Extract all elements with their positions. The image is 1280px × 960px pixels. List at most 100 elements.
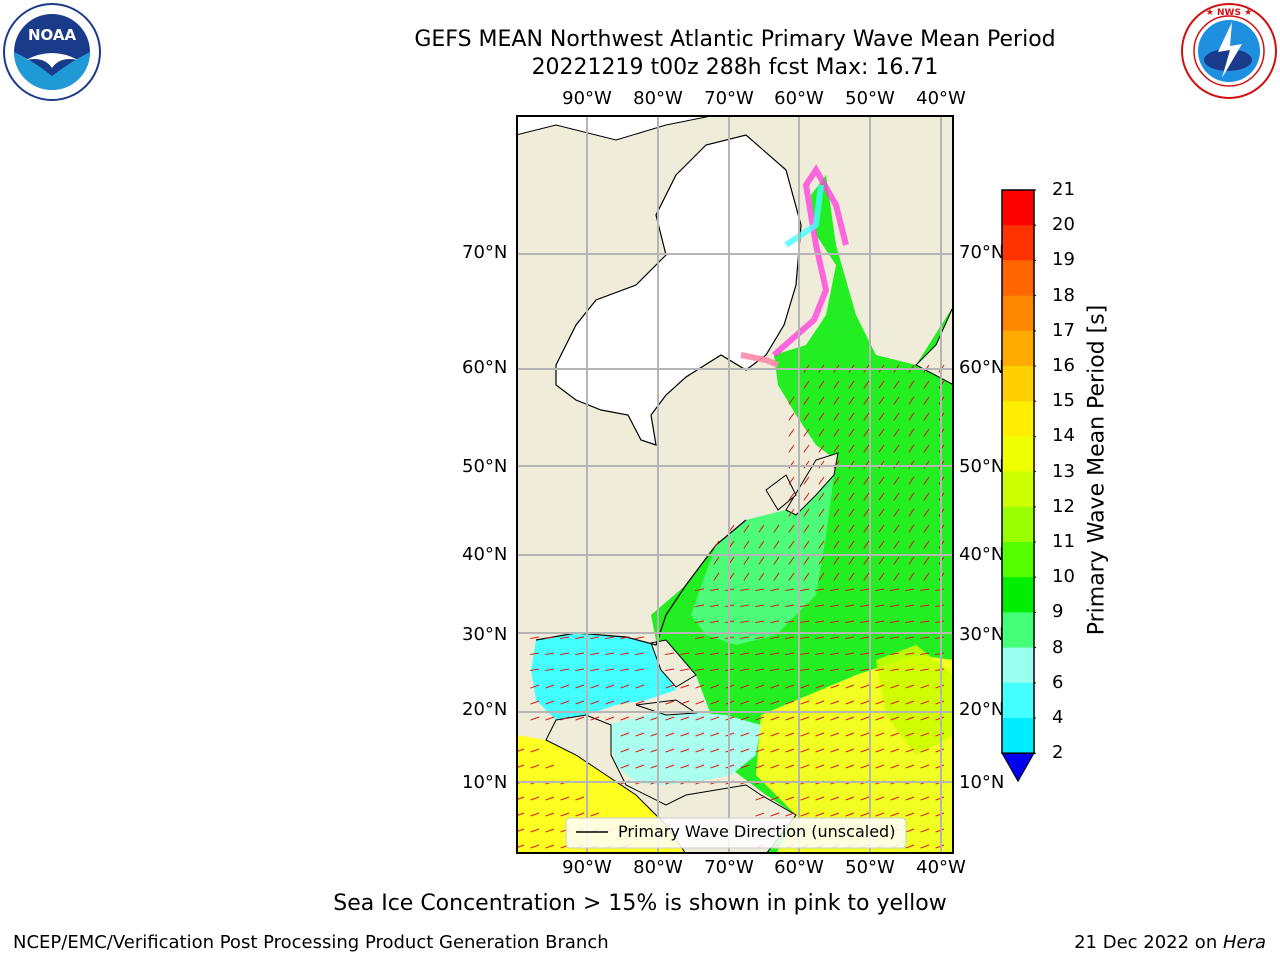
wave-arrow [635,668,645,672]
wave-arrow [545,636,555,640]
wave-arrow [575,636,585,640]
colorbar-tick-label: 16 [1052,355,1075,376]
lat-label-left-30n: 30°N [462,624,508,645]
wave-arrow [830,716,840,721]
wave-arrow [665,652,675,656]
wave-arrow [803,412,810,421]
wave-arrow [833,540,840,549]
wave-arrow [530,828,540,833]
wave-arrow [875,700,885,705]
colorbar-tick-label: 12 [1052,495,1075,517]
wave-arrow [818,380,825,389]
footer-host: Hera [1222,932,1266,953]
wave-arrow [815,748,825,753]
wave-arrow [530,812,540,817]
wave-arrow [875,764,885,769]
wave-arrow [878,572,885,581]
wave-arrow [590,716,600,721]
wave-arrow [863,380,870,389]
wave-arrow [815,684,825,689]
wave-arrow [875,684,885,689]
wave-arrow [545,764,555,769]
wave-arrow [818,556,825,565]
wave-arrow [788,572,795,581]
wave-arrow [785,764,795,769]
wave-arrow [575,796,585,801]
wave-arrow [935,668,945,672]
wave-arrow [785,748,795,753]
wave-arrow [920,684,930,689]
wave-arrow [935,748,945,753]
wave-arrow [890,652,900,656]
wave-arrow [863,444,870,453]
wave-arrow [905,844,915,849]
wave-arrow [893,412,900,421]
wave-arrow [893,396,900,405]
wave-arrow [875,652,885,656]
colorbar-segment [1002,225,1034,261]
wave-arrow [833,572,840,581]
wave-arrow [788,396,795,405]
wave-arrow [785,588,795,592]
wave-arrow [830,796,840,801]
wave-arrow [560,636,570,640]
wave-arrow [755,700,765,705]
colorbar-segment [1002,682,1034,719]
wave-arrow [920,700,930,705]
colorbar-tick-label: 17 [1052,319,1075,341]
lon-label-bottom-60w: 60°W [774,857,824,878]
colorbar-segment [1002,366,1034,402]
wave-arrow [815,620,825,624]
wave-arrow [635,748,645,753]
wave-arrow [830,732,840,737]
map-gridlines [516,115,954,854]
wave-arrow [908,572,915,581]
wave-arrow [845,588,855,592]
wave-arrow [935,652,945,656]
colorbar-tick-label: 9 [1052,601,1064,623]
wave-arrow [740,732,750,737]
wave-arrow [770,588,780,592]
wave-arrow [785,796,795,801]
wave-arrow [905,796,915,801]
wave-arrow [923,508,930,517]
wave-arrow [920,604,930,608]
wave-arrow [935,732,945,737]
wave-arrow [770,812,780,817]
wave-arrow [845,684,855,689]
wave-arrow [545,716,555,721]
colorbar-segment [1002,612,1034,649]
wave-arrow [920,732,930,737]
wave-arrow [848,476,855,485]
wave-arrow [890,812,900,817]
wave-arrow [680,652,690,656]
wave-arrow [830,764,840,769]
lat-label-left-20n: 20°N [462,699,508,720]
wave-arrow [908,380,915,389]
wave-arrow [860,732,870,737]
wave-arrow [860,796,870,801]
wave-arrow [893,380,900,389]
wave-arrow [815,668,825,672]
wave-arrow [890,668,900,672]
wave-arrow [758,540,765,549]
wave-arrow [695,604,705,608]
wave-arrow [908,492,915,501]
lon-label-bottom-90w: 90°W [562,857,612,878]
wave-arrow [920,588,930,592]
wave-arrow [815,604,825,608]
wave-arrow [845,748,855,753]
lat-label-right-60n: 60°N [959,357,1005,378]
wave-arrow [530,700,540,705]
wave-arrow [680,764,690,769]
wave-arrow [755,588,765,592]
wave-arrow [710,588,720,592]
wave-arrow [845,604,855,608]
lon-label-top-90w: 90°W [562,88,612,109]
wave-arrow [800,636,810,640]
wave-arrow [545,828,555,833]
wave-arrow [803,540,810,549]
wave-arrow [815,716,825,721]
wave-arrow [923,476,930,485]
wave-arrow [905,732,915,737]
